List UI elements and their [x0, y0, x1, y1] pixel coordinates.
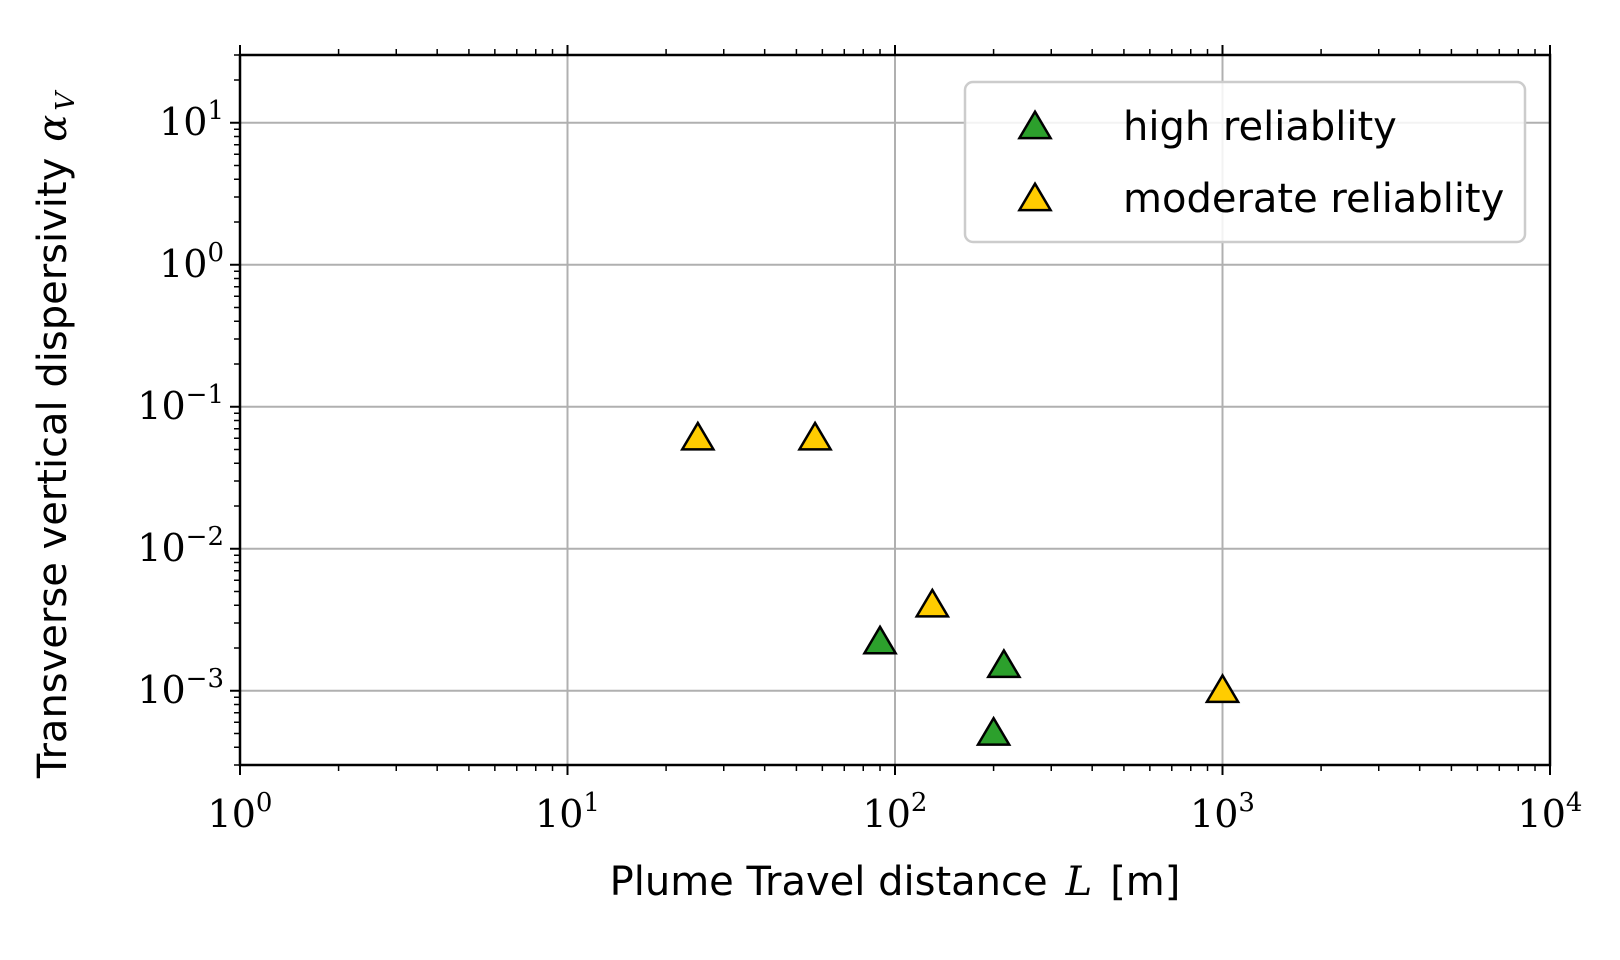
x-tick-base: 10 [208, 792, 256, 836]
y-tick-exponent: −3 [186, 664, 224, 694]
y-tick-exponent: 1 [207, 96, 224, 126]
legend-label-high: high reliablity [1123, 104, 1397, 150]
legend-marker-high [1017, 109, 1053, 140]
x-axis-label-symbol: L [1065, 859, 1093, 905]
x-tick-exponent: 3 [1238, 788, 1255, 818]
x-tick-label: 100 [208, 788, 273, 836]
high-reliability-point [862, 624, 898, 655]
moderate-reliability-point [1204, 672, 1241, 704]
x-axis-label: Plume Travel distance L [m] [610, 859, 1181, 905]
y-tick-exponent: −2 [186, 522, 224, 552]
x-tick-exponent: 1 [583, 788, 600, 818]
major-ticks [230, 45, 1551, 775]
y-tick-exponent: 0 [207, 238, 224, 268]
x-tick-exponent: 0 [256, 788, 273, 818]
x-axis-label-text: Plume Travel distance [610, 859, 1048, 905]
y-tick-label: 101 [159, 96, 224, 144]
x-tick-label: 104 [1518, 788, 1583, 836]
legend-box [963, 80, 1527, 244]
legend: high reliablity moderate reliablity [963, 80, 1527, 244]
y-tick-exponent: −1 [186, 380, 224, 410]
y-tick-base: 10 [137, 526, 185, 570]
x-tick-base: 10 [863, 792, 911, 836]
y-axis-label-text: Transverse vertical dispersivity [30, 158, 76, 779]
x-tick-exponent: 2 [911, 788, 928, 818]
y-tick-label: 10−1 [137, 380, 224, 428]
data-points [680, 420, 1241, 746]
high-reliability-point [986, 647, 1022, 679]
legend-marker-moderate [1017, 181, 1053, 212]
y-tick-base: 10 [159, 242, 207, 286]
high-reliability-point [975, 715, 1012, 746]
y-axis-label-symbol: α [30, 115, 76, 142]
y-tick-label: 100 [159, 238, 224, 286]
y-tick-base: 10 [137, 384, 185, 428]
moderate-reliability-point [914, 587, 951, 618]
legend-label-moderate: moderate reliablity [1123, 176, 1504, 222]
x-tick-base: 10 [1190, 792, 1238, 836]
y-tick-label: 10−3 [137, 664, 224, 712]
y-tick-label: 10−2 [137, 522, 224, 570]
x-tick-base: 10 [1518, 792, 1566, 836]
y-axis-label: Transverse vertical dispersivity α V [30, 90, 81, 779]
y-axis-label-subscript: V [51, 90, 81, 111]
x-axis-label-unit: [m] [1110, 859, 1180, 905]
plot-frame [238, 53, 1552, 767]
x-tick-label: 103 [1190, 788, 1255, 836]
y-tick-base: 10 [159, 100, 207, 144]
x-tick-label: 102 [863, 788, 928, 836]
x-tick-labels: 100 101 102 103 104 [208, 788, 1583, 836]
moderate-reliability-point [680, 420, 716, 451]
x-tick-exponent: 4 [1566, 788, 1583, 818]
moderate-reliability-point [797, 420, 833, 451]
x-tick-base: 10 [535, 792, 583, 836]
y-tick-base: 10 [137, 668, 185, 712]
x-tick-label: 101 [535, 788, 600, 836]
